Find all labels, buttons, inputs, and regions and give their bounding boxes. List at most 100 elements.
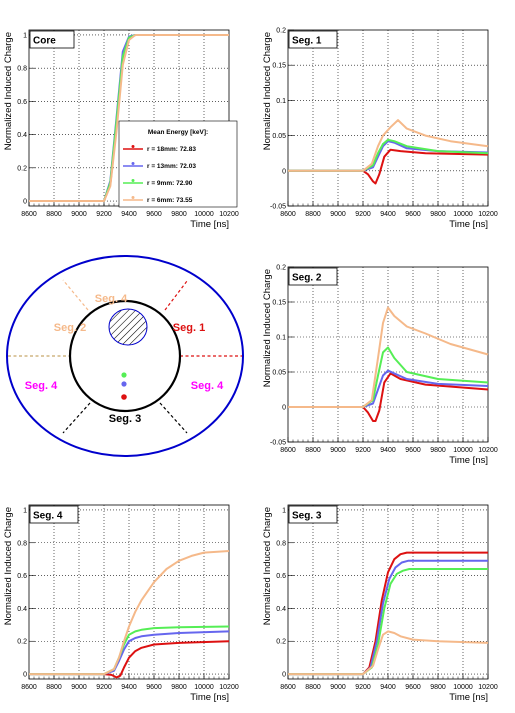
x-tick-label: 8800 (46, 684, 62, 691)
legend-label: r = 13mm: 72.03 (147, 163, 196, 170)
y-tick-label: 0.1 (276, 335, 286, 342)
chart-panel-seg2: 8600 8800 9000 9200 9400 9600 9800 10000 10200 -0… (262, 265, 498, 467)
x-tick-label: 9800 (430, 211, 446, 218)
x-tick-label: 10000 (194, 211, 214, 218)
y-tick-label: 0.2 (17, 639, 27, 646)
y-axis-title: Normalized Induced Charge (3, 32, 14, 150)
x-tick-label: 8800 (305, 211, 321, 218)
segment-label: Seg. 4 (25, 380, 58, 392)
x-tick-label: 9400 (380, 447, 396, 454)
x-tick-label: 9000 (330, 684, 346, 691)
y-tick-label: 0.6 (276, 573, 286, 580)
legend-entry: r = 13mm: 72.03 (123, 162, 196, 170)
legend-entry: r = 6mm: 73.55 (123, 196, 193, 204)
y-tick-label: 0.1 (276, 98, 286, 105)
panel-title: Seg. 3 (292, 511, 322, 522)
y-tick-label: -0.05 (270, 440, 286, 447)
x-tick-label: 10200 (478, 684, 498, 691)
legend-entry: r = 18mm: 72.83 (123, 145, 196, 153)
y-tick-label: -0.05 (270, 204, 286, 211)
chart-panel-seg3: 8600 8800 9000 9200 9400 9600 9800 10000 10200 0 0… (262, 504, 498, 703)
y-tick-label: 0.8 (17, 66, 27, 73)
y-tick-label: 1 (23, 32, 27, 39)
x-axis-title: Time [ns] (449, 219, 488, 230)
segment-label: Seg. 4 (95, 293, 128, 305)
segment-label: Seg. 2 (54, 322, 86, 334)
x-tick-label: 10000 (453, 684, 473, 691)
x-tick-label: 9600 (146, 211, 162, 218)
y-tick-label: 0.2 (276, 639, 286, 646)
panel-title-box (288, 30, 338, 49)
y-tick-label: 0.4 (276, 606, 286, 613)
x-tick-label: 8600 (280, 211, 296, 218)
y-tick-label: 0.05 (272, 370, 286, 377)
y-tick-label: 1 (282, 507, 286, 514)
core-contact-ring (68, 299, 182, 413)
position-marker-r6 (121, 372, 127, 378)
bore-hole (108, 308, 148, 346)
legend-label: r = 18mm: 72.83 (147, 146, 196, 153)
x-axis-title: Time [ns] (449, 455, 488, 466)
x-tick-label: 9600 (405, 684, 421, 691)
legend-box (118, 120, 238, 208)
segment-boundary (62, 279, 89, 311)
x-tick-label: 8800 (46, 211, 62, 218)
y-tick-label: 0 (282, 405, 286, 412)
y-tick-label: 0.8 (17, 540, 27, 547)
y-axis-title: Normalized Induced Charge (262, 32, 273, 150)
detector-diagram: Seg. 4 Seg. 2 Seg. 1 Seg. 4 Seg. 4 Seg. … (6, 255, 244, 457)
x-tick-label: 9000 (330, 211, 346, 218)
x-tick-label: 9000 (71, 211, 87, 218)
x-tick-label: 9600 (146, 684, 162, 691)
series-line-r13 (288, 369, 489, 408)
segment-boundary (164, 280, 188, 311)
x-tick-label: 10000 (194, 684, 214, 691)
x-tick-label: 10200 (219, 211, 239, 218)
series-line-r6 (288, 119, 489, 172)
legend-title: Mean Energy [keV]: (148, 129, 208, 136)
chart-panel-seg4: 8600 8800 9000 9200 9400 9600 9800 10000 10200 0 0… (3, 504, 239, 703)
x-tick-label: 8600 (280, 684, 296, 691)
x-tick-label: 9600 (405, 447, 421, 454)
x-tick-label: 9400 (380, 684, 396, 691)
x-tick-label: 8800 (305, 684, 321, 691)
panel-title-box (29, 30, 75, 49)
x-tick-label: 9200 (355, 211, 371, 218)
segment-boundary (159, 402, 188, 434)
x-tick-label: 9400 (380, 211, 396, 218)
y-axis-title: Normalized Induced Charge (262, 269, 273, 387)
segment-label: Seg. 1 (173, 322, 205, 334)
panel-title: Seg. 1 (292, 36, 322, 47)
legend-entry: r = 9mm: 72.90 (123, 179, 193, 187)
x-tick-label: 10200 (478, 447, 498, 454)
series-line-r18 (288, 148, 489, 185)
segment-boundary (62, 402, 91, 434)
y-tick-label: 0.6 (17, 99, 27, 106)
x-tick-label: 8600 (280, 447, 296, 454)
y-tick-label: 0.05 (272, 133, 286, 140)
x-axis-title: Time [ns] (190, 692, 229, 703)
y-tick-label: 0.4 (17, 132, 27, 139)
x-axis-title: Time [ns] (190, 219, 229, 230)
y-axis-title: Normalized Induced Charge (3, 507, 14, 625)
y-axis-title: Normalized Induced Charge (262, 507, 273, 625)
segment-label: Seg. 4 (191, 380, 224, 392)
x-tick-label: 9800 (171, 684, 187, 691)
x-tick-label: 8600 (21, 211, 37, 218)
x-tick-label: 8800 (305, 447, 321, 454)
legend-marker-r6 (131, 196, 135, 199)
legend-marker-r18 (131, 145, 135, 148)
series-line-r18 (288, 372, 489, 422)
x-tick-label: 10200 (219, 684, 239, 691)
position-marker-r13 (121, 381, 127, 387)
x-tick-label: 9600 (405, 211, 421, 218)
x-tick-label: 9800 (171, 211, 187, 218)
panel-title: Seg. 2 (292, 273, 322, 284)
y-tick-label: 0.2 (276, 265, 286, 272)
panel-title: Core (33, 36, 56, 47)
chart-panel-seg1: 8600 8800 9000 9200 9400 9600 9800 10000 10200 -0… (262, 28, 498, 231)
y-tick-label: 0.2 (17, 165, 27, 172)
series-line-r6 (288, 306, 489, 408)
x-tick-label: 10200 (478, 211, 498, 218)
